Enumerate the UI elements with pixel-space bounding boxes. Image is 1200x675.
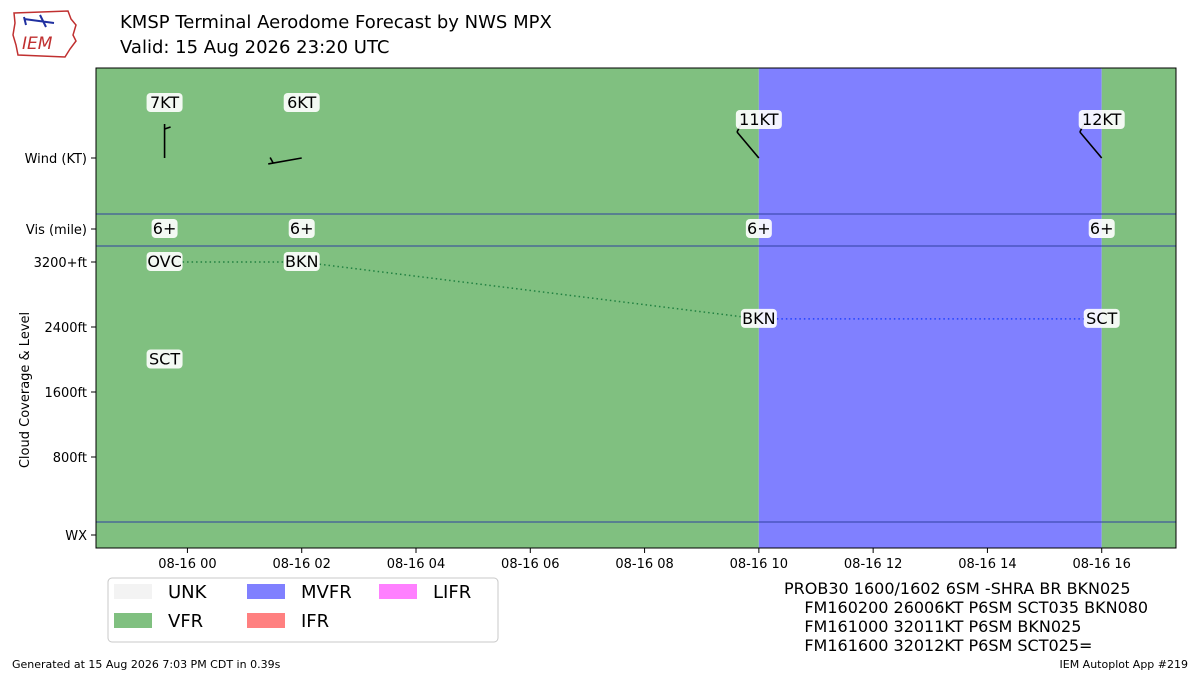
legend-label-lifr: LIFR — [433, 582, 471, 603]
wind-row-label: Wind (KT) — [25, 152, 87, 167]
x-tick-label: 08-16 08 — [615, 557, 673, 572]
visibility-label-box — [288, 219, 315, 238]
cloud-axis-label: Cloud Coverage & Level — [18, 312, 33, 468]
cloud-tick-label: 2400ft — [44, 321, 87, 336]
cloud-line — [301, 261, 759, 320]
visibility-label-group: 6+ — [151, 219, 178, 238]
category-bands — [96, 68, 1176, 548]
wind-barb — [268, 157, 302, 165]
wind-speed-label-box — [283, 93, 320, 112]
visibility-label-box — [1088, 219, 1115, 238]
visibility-label-group: 6+ — [1088, 219, 1115, 238]
wind-barb — [163, 124, 171, 158]
legend-swatch-lifr — [379, 584, 417, 599]
legend-label-mvfr: MVFR — [301, 582, 352, 603]
vis-row-label: Vis (mile) — [26, 223, 87, 238]
band-vfr — [96, 68, 759, 548]
footer-generated: Generated at 15 Aug 2026 7:03 PM CDT in … — [12, 658, 281, 671]
wind-speed-label-group: 6KT — [283, 93, 320, 112]
legend-swatch-unk — [114, 584, 152, 599]
logo-text: IEM — [22, 34, 53, 54]
iem-logo: IEM — [12, 10, 77, 58]
cloud-cover-label-group: SCT — [146, 349, 183, 369]
cloud-cover-label-box — [740, 308, 777, 328]
x-tick-label: 08-16 14 — [958, 557, 1016, 572]
plot-frame — [95, 67, 1177, 549]
wind-barb-shaft — [1079, 131, 1103, 159]
wind-barb-shaft — [736, 131, 760, 159]
visibility-label: 6+ — [747, 219, 771, 238]
footer-app: IEM Autoplot App #219 — [1059, 658, 1189, 671]
wx-row-label: WX — [65, 529, 87, 544]
row-dividers — [96, 213, 1176, 523]
x-tick-label: 08-16 04 — [387, 557, 445, 572]
plane-icon — [23, 14, 55, 28]
wind-speed-label-box — [1078, 110, 1125, 129]
cloud-cover-label: BKN — [285, 252, 318, 271]
visibility-label: 6+ — [153, 219, 177, 238]
x-tick-label: 08-16 16 — [1072, 557, 1130, 572]
visibility-label: 6+ — [290, 219, 314, 238]
legend-swatch-mvfr — [247, 584, 285, 599]
wind-speed-label: 7KT — [150, 93, 179, 112]
legend: UNK VFR MVFR IFR LIFR — [107, 577, 499, 643]
axes: 08-16 00 08-16 02 08-16 04 08-16 06 08-16 08… — [18, 152, 1131, 572]
x-tick-label: 08-16 12 — [844, 557, 902, 572]
cloud-cover-label: SCT — [1086, 309, 1117, 328]
x-tick-label: 08-16 00 — [158, 557, 216, 572]
cloud-cover-label-group: SCT — [1083, 308, 1120, 328]
chart-title: KMSP Terminal Aerodome Forecast by NWS M… — [120, 12, 552, 33]
wind-speed-label-box — [735, 110, 782, 129]
wind-speed-label: 11KT — [739, 110, 779, 129]
x-tick-label: 08-16 10 — [730, 557, 788, 572]
cloud-tick-label: 800ft — [53, 451, 87, 466]
band-mvfr — [758, 68, 1102, 548]
x-tick-label: 08-16 02 — [272, 557, 330, 572]
forecast-labels: 7KT 6+ OVC SCT 6KT 6+ BKN 11KT 6+ BKN 12KT 6+ SCT — [146, 93, 1125, 369]
visibility-label-box — [151, 219, 178, 238]
cloud-cover-label-box — [146, 252, 183, 271]
iowa-outline-shape — [12, 10, 77, 58]
legend-label-ifr: IFR — [301, 611, 329, 632]
visibility-label: 6+ — [1090, 219, 1114, 238]
wind-barb-half — [269, 157, 274, 164]
x-tick-label: 08-16 06 — [501, 557, 559, 572]
wind-speed-label: 12KT — [1082, 110, 1122, 129]
cloud-level-lines — [164, 261, 1102, 320]
band-vfr — [1101, 68, 1176, 548]
cloud-tick-label: 3200+ft — [34, 256, 87, 271]
cloud-cover-label-group: BKN — [283, 252, 320, 271]
cloud-cover-label-group: OVC — [146, 252, 183, 271]
cloud-tick-label: 1600ft — [44, 386, 87, 401]
cloud-cover-label-box — [146, 349, 183, 369]
chart-subtitle: Valid: 15 Aug 2026 23:20 UTC — [120, 37, 390, 58]
wind-speed-label-group: 12KT — [1078, 110, 1125, 129]
wind-barb-shaft — [268, 157, 302, 165]
cloud-cover-label: SCT — [149, 350, 180, 369]
wind-speed-label: 6KT — [287, 93, 316, 112]
wind-speed-label-group: 11KT — [735, 110, 782, 129]
wind-speed-label-box — [146, 93, 183, 112]
cloud-cover-label-group: BKN — [740, 308, 777, 328]
visibility-label-box — [745, 219, 772, 238]
cloud-cover-label: OVC — [147, 252, 181, 271]
legend-swatch-vfr — [114, 613, 152, 628]
legend-label-unk: UNK — [168, 582, 208, 603]
legend-swatch-ifr — [247, 613, 285, 628]
visibility-label-group: 6+ — [288, 219, 315, 238]
cloud-cover-label-box — [1083, 308, 1120, 328]
visibility-label-group: 6+ — [745, 219, 772, 238]
taf-text: PROB30 1600/1602 6SM -SHRA BR BKN025 FM1… — [784, 579, 1149, 655]
cloud-cover-label: BKN — [742, 309, 775, 328]
legend-label-vfr: VFR — [168, 611, 203, 632]
wind-barb-half — [164, 126, 171, 130]
cloud-cover-label-box — [283, 252, 320, 271]
wind-speed-label-group: 7KT — [146, 93, 183, 112]
